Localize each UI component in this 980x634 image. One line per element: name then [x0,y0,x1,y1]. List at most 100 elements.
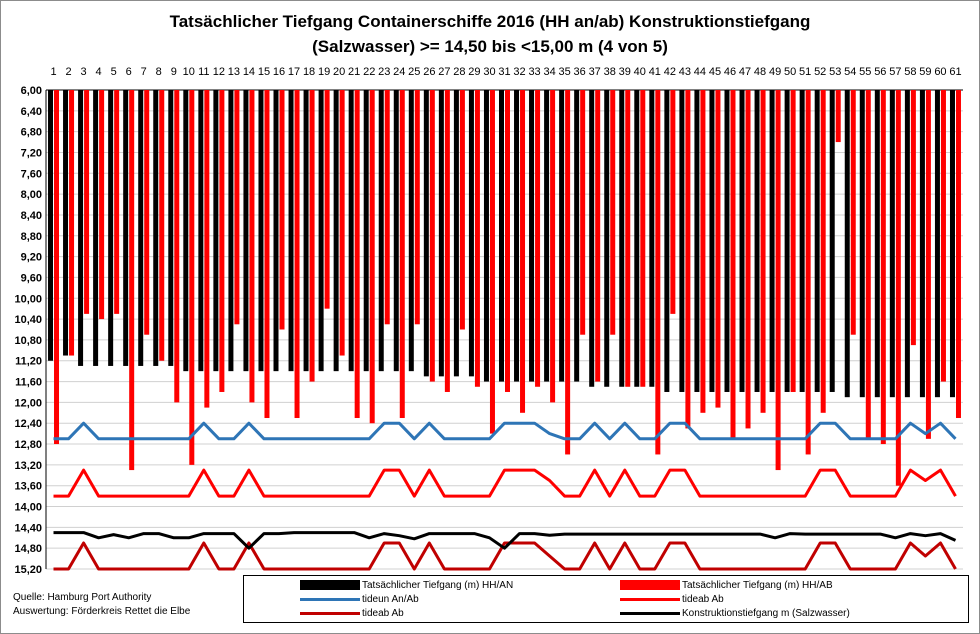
x-tick-label: 8 [156,66,162,78]
chart-source: Quelle: Hamburg Port Authority Auswertun… [13,591,190,619]
x-tick-label: 55 [859,66,871,78]
x-tick-label: 23 [378,66,390,78]
bar-an [198,90,204,372]
bar-ab [129,90,135,471]
bar-ab [324,90,330,309]
chart-title-line2: (Salzwasser) >= 14,50 bis <15,00 m (4 vo… [312,37,668,56]
x-tick-label: 38 [604,66,616,78]
legend-item-tideun: tideun An/Ab [300,592,419,606]
bar-ab [925,90,931,439]
bar-an [664,90,670,392]
bar-ab [640,90,646,387]
bar-an [303,90,309,372]
x-tick-label: 7 [141,66,147,78]
bar-an [754,90,760,392]
x-tick-label: 50 [784,66,796,78]
bar-an [634,90,640,387]
bar-ab [114,90,120,314]
bar-an [784,90,790,392]
x-tick-label: 24 [393,66,405,78]
legend-item-an-bar: Tatsächlicher Tiefgang (m) HH/AN [300,578,513,592]
y-tick-label: 10,40 [14,314,42,326]
bar-ab [54,90,60,445]
legend-label: Tatsächlicher Tiefgang (m) HH/AB [682,579,833,591]
x-tick-label: 16 [273,66,285,78]
x-tick-label: 34 [543,66,555,78]
legend-swatch [300,611,360,615]
bar-ab [805,90,811,455]
bar-ab [790,90,796,392]
source-line1: Quelle: Hamburg Port Authority [13,592,152,603]
y-tick-label: 11,20 [15,356,42,368]
bar-an [814,90,820,392]
x-tick-label: 56 [874,66,886,78]
legend-swatch [300,597,360,601]
y-tick-label: 8,80 [21,231,42,243]
bar-an [438,90,444,377]
bar-an [649,90,655,387]
bar-ab [940,90,946,382]
bar-ab [850,90,856,335]
bar-ab [625,90,631,387]
bar-ab [700,90,706,413]
bar-ab [715,90,721,408]
x-tick-label: 1 [50,66,56,78]
bar-ab [760,90,766,413]
x-tick-label: 44 [694,66,706,78]
bar-ab [189,90,195,465]
x-tick-label: 48 [754,66,766,78]
bar-ab [429,90,435,382]
bar-ab [459,90,465,330]
y-tick-label: 7,20 [21,147,42,159]
x-tick-label: 36 [574,66,586,78]
bar-an [213,90,219,372]
bar-ab [895,90,901,486]
bar-an [243,90,249,372]
bar-an [228,90,234,372]
bar-ab [249,90,255,403]
legend-swatch [300,580,360,590]
y-tick-label: 11,60 [15,377,42,389]
bar-an [138,90,144,366]
bar-ab [354,90,360,419]
bar-an [288,90,294,372]
bar-ab [84,90,90,314]
chart-legend: Tatsächlicher Tiefgang (m) HH/AN Tatsäch… [243,575,969,623]
x-tick-label: 45 [709,66,721,78]
line-series-1 [53,421,957,441]
bar-ab [144,90,150,335]
x-tick-label: 6 [126,66,132,78]
bar-an [453,90,459,377]
legend-swatch [620,597,680,601]
x-tick-label: 60 [934,66,946,78]
y-tick-label: 8,40 [21,210,42,222]
bar-an [724,90,730,392]
bar-ab [535,90,541,387]
bar-ab [204,90,210,408]
bar-ab [745,90,751,429]
bar-ab [820,90,826,413]
bar-an [408,90,414,372]
bar-an [559,90,565,382]
x-tick-label: 46 [724,66,736,78]
legend-item-konstruktion: Konstruktionstiefgang m (Salzwasser) [620,606,850,620]
bar-an [48,90,54,361]
bar-ab [775,90,781,471]
x-tick-label: 49 [769,66,781,78]
bar-an [679,90,685,392]
x-tick-label: 53 [829,66,841,78]
x-tick-label: 10 [183,66,195,78]
bar-an [544,90,550,382]
y-tick-label: 15,20 [14,564,42,576]
bar-ab [685,90,691,429]
x-tick-label: 31 [498,66,510,78]
bar-an [318,90,324,372]
bar-ab [880,90,886,445]
y-tick-label: 12,40 [14,418,42,430]
bar-ab [294,90,300,419]
bar-an [604,90,610,387]
y-tick-label: 10,00 [14,293,42,305]
bar-an [333,90,339,372]
x-tick-label: 5 [111,66,117,78]
bar-ab [99,90,105,320]
